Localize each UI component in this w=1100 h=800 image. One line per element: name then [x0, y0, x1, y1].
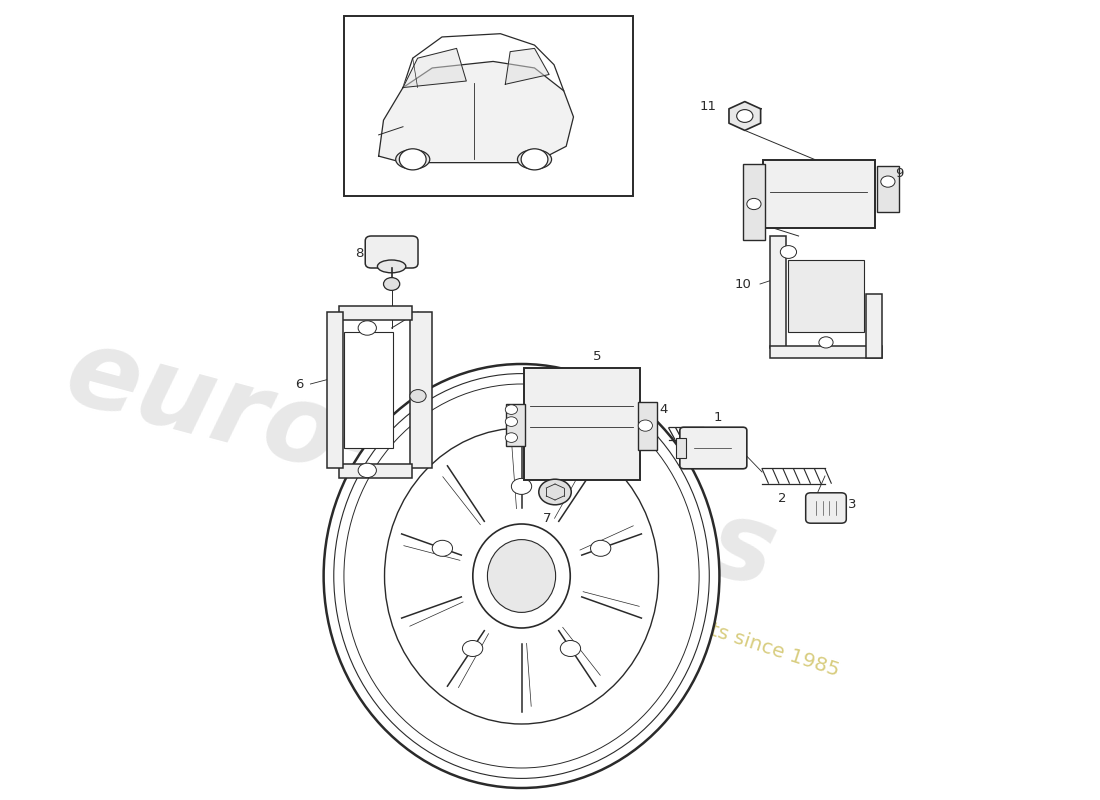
- Circle shape: [560, 641, 581, 657]
- Bar: [877, 166, 899, 212]
- Ellipse shape: [344, 384, 700, 768]
- Bar: [410, 312, 432, 468]
- Circle shape: [505, 433, 517, 442]
- Bar: [763, 160, 875, 228]
- Polygon shape: [729, 102, 760, 130]
- Circle shape: [881, 176, 895, 187]
- Text: 8: 8: [355, 247, 363, 260]
- FancyBboxPatch shape: [805, 493, 846, 523]
- Circle shape: [359, 463, 376, 478]
- Circle shape: [505, 405, 517, 414]
- Ellipse shape: [396, 150, 430, 169]
- Text: 9: 9: [895, 167, 903, 180]
- FancyBboxPatch shape: [365, 236, 418, 268]
- Ellipse shape: [333, 374, 710, 778]
- Polygon shape: [403, 48, 466, 87]
- Bar: [524, 368, 640, 480]
- Circle shape: [505, 417, 517, 426]
- Circle shape: [521, 149, 548, 170]
- Circle shape: [780, 246, 796, 258]
- Text: 4: 4: [659, 403, 668, 416]
- Circle shape: [359, 321, 376, 335]
- Text: 7: 7: [542, 512, 551, 525]
- Bar: [789, 260, 864, 332]
- Text: euro-spares: euro-spares: [54, 318, 786, 610]
- Bar: [339, 306, 411, 320]
- Text: 10: 10: [735, 278, 752, 290]
- Circle shape: [399, 149, 426, 170]
- Bar: [866, 294, 882, 358]
- FancyBboxPatch shape: [680, 427, 747, 469]
- Bar: [742, 164, 766, 240]
- Ellipse shape: [323, 364, 719, 788]
- Bar: [327, 312, 343, 468]
- Circle shape: [818, 337, 833, 348]
- Circle shape: [512, 478, 531, 494]
- Bar: [339, 464, 411, 478]
- Bar: [344, 16, 634, 196]
- Circle shape: [432, 540, 452, 556]
- Bar: [506, 404, 525, 446]
- Text: 2: 2: [778, 492, 786, 505]
- Text: 5: 5: [593, 350, 602, 363]
- Polygon shape: [505, 48, 549, 84]
- Ellipse shape: [517, 150, 551, 169]
- Polygon shape: [378, 62, 573, 162]
- Ellipse shape: [377, 260, 406, 273]
- Circle shape: [462, 641, 483, 657]
- Circle shape: [384, 278, 399, 290]
- Bar: [344, 332, 393, 448]
- Text: a passion for parts since 1985: a passion for parts since 1985: [547, 568, 842, 680]
- Text: 1: 1: [713, 411, 722, 424]
- Circle shape: [539, 479, 571, 505]
- Text: 3: 3: [848, 498, 857, 510]
- Bar: [770, 236, 786, 348]
- Text: 11: 11: [700, 100, 716, 113]
- Bar: [770, 346, 882, 358]
- Circle shape: [638, 420, 652, 431]
- Text: 6: 6: [295, 378, 304, 390]
- Ellipse shape: [385, 428, 659, 724]
- Circle shape: [410, 390, 426, 402]
- Ellipse shape: [487, 539, 556, 613]
- Bar: [675, 438, 686, 458]
- Circle shape: [591, 540, 611, 556]
- Circle shape: [737, 110, 752, 122]
- Circle shape: [747, 198, 761, 210]
- Bar: [638, 402, 657, 450]
- Ellipse shape: [473, 524, 570, 628]
